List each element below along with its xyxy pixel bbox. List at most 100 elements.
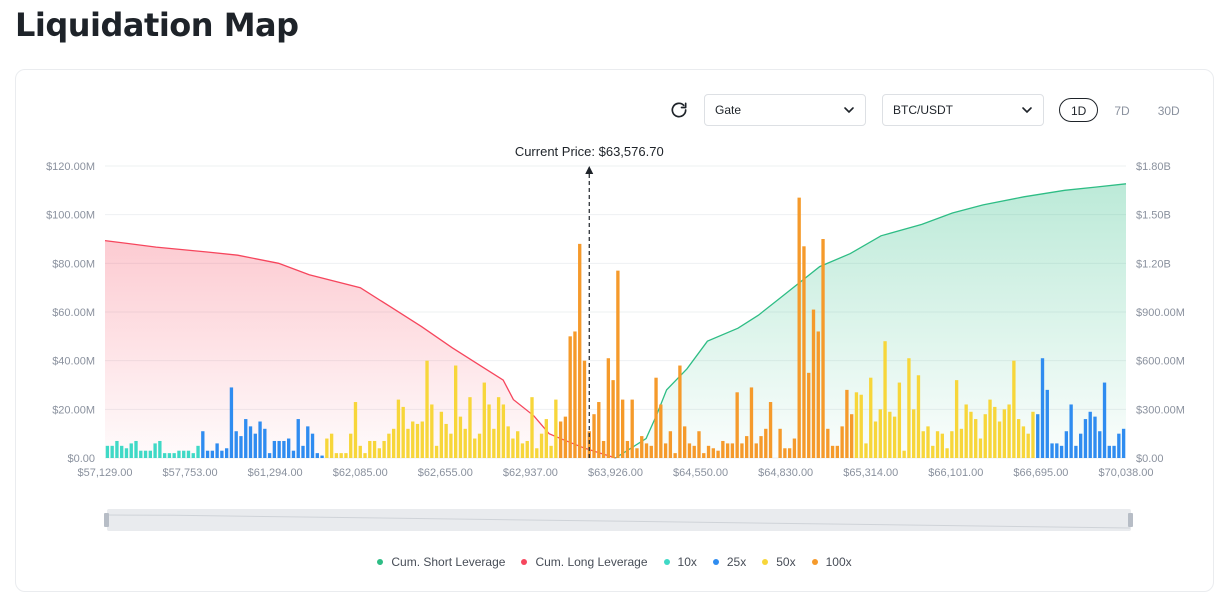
liquidation-bar (420, 421, 424, 458)
liquidation-bar (539, 433, 544, 458)
liquidation-bar (1083, 419, 1088, 458)
liquidation-bar (511, 438, 515, 458)
liquidation-bar (974, 419, 978, 458)
liquidation-bar (344, 453, 348, 458)
liquidation-bar (749, 387, 754, 458)
liquidation-bar (926, 426, 930, 458)
liquidation-bar (668, 431, 673, 458)
liquidation-bar (244, 419, 248, 458)
x-tick-label: $62,085.00 (333, 467, 388, 479)
liquidation-bar (277, 440, 281, 458)
liquidation-bar (706, 445, 711, 458)
liquidation-bar (482, 382, 486, 458)
exchange-select[interactable]: Gate (704, 94, 866, 126)
liquidation-bar (1012, 360, 1016, 458)
liquidation-bar (325, 438, 329, 458)
liquidation-bar (267, 453, 272, 458)
legend-item-25x[interactable]: 25x (712, 555, 746, 569)
liquidation-bar (458, 416, 463, 458)
liquidation-bar (186, 450, 191, 458)
liquidation-bar (258, 421, 262, 458)
liquidation-bar (854, 392, 859, 458)
legend-item-50x[interactable]: 50x (762, 555, 796, 569)
liquidation-bar (1021, 426, 1026, 458)
page-title: Liquidation Map (15, 6, 299, 44)
liquidation-bar (587, 431, 591, 458)
legend-item-10x[interactable]: 10x (663, 555, 697, 569)
legend-dot (811, 559, 818, 565)
liquidation-bar (792, 438, 797, 458)
liquidation-bar (673, 453, 677, 458)
liquidation-bar (253, 433, 257, 458)
liquidation-bar (506, 426, 510, 458)
liquidation-bar (649, 445, 653, 458)
liquidation-bar (535, 448, 539, 458)
y-right-tick-label: $900.00M (1136, 307, 1185, 319)
liquidation-bar (496, 397, 501, 458)
y-right-tick-label: $0.00 (1136, 453, 1164, 465)
liquidation-bar (282, 440, 286, 458)
liquidation-bar (1102, 382, 1107, 458)
liquidation-bar (835, 445, 840, 458)
liquidation-bar (1045, 389, 1049, 458)
liquidation-bar (787, 448, 792, 458)
liquidation-bar (563, 416, 568, 458)
liquidation-bar (873, 421, 878, 458)
liquidation-bar (396, 399, 401, 458)
liquidation-bar (802, 246, 806, 458)
liquidation-bar (391, 428, 396, 458)
liquidation-bar (224, 448, 229, 458)
legend-label: Cum. Long Leverage (535, 555, 648, 569)
legend-dot (762, 559, 769, 565)
liquidation-bar (501, 404, 506, 458)
cum-short-area (615, 183, 1126, 459)
liquidation-bar (167, 453, 172, 458)
liquidation-bar (850, 414, 854, 458)
liquidation-bar (349, 433, 353, 458)
legend-item-cum-long[interactable]: Cum. Long Leverage (521, 555, 648, 569)
x-tick-label: $57,753.00 (163, 467, 218, 479)
liquidation-bar (301, 445, 305, 458)
range-tab-1d[interactable]: 1D (1059, 98, 1099, 122)
liquidation-bar (859, 394, 863, 458)
range-tab-7d[interactable]: 7D (1114, 104, 1130, 118)
liquidation-bar (830, 445, 835, 458)
liquidation-bar (702, 453, 706, 458)
liquidation-bar (950, 431, 954, 458)
liquidation-bar (635, 448, 639, 458)
liquidation-bar (291, 450, 296, 458)
liquidation-bar (558, 421, 563, 458)
liquidation-bar (105, 445, 110, 458)
liquidation-bar (745, 436, 749, 458)
legend-label: Cum. Short Leverage (391, 555, 506, 569)
liquidation-bar (1055, 443, 1059, 458)
liquidation-bar (139, 450, 143, 458)
liquidation-bar (725, 443, 730, 458)
legend-label: 100x (825, 555, 852, 569)
y-left-tick-label: $0.00 (67, 453, 95, 465)
liquidation-bar (597, 402, 601, 458)
liquidation-bar (683, 426, 687, 458)
liquidation-bar (907, 358, 911, 458)
liquidation-bar (434, 445, 439, 458)
refresh-icon[interactable] (669, 100, 689, 120)
x-tick-label: $66,695.00 (1013, 467, 1068, 479)
range-slider-handle-right[interactable] (1128, 513, 1133, 527)
liquidation-bar (477, 433, 482, 458)
liquidation-bar (654, 377, 658, 458)
range-slider-handle-left[interactable] (104, 513, 109, 527)
x-tick-label: $66,101.00 (928, 467, 983, 479)
pair-select[interactable]: BTC/USDT (882, 94, 1044, 126)
liquidation-bar (997, 421, 1002, 458)
legend-item-100x[interactable]: 100x (811, 555, 852, 569)
liquidation-bar (601, 440, 606, 458)
liquidation-bar (754, 443, 758, 458)
liquidation-bar (520, 443, 525, 458)
liquidation-bar (411, 421, 415, 458)
liquidation-chart: $0.00 $20.00M $40.00M $60.00M $80.00M $100.00… (46, 144, 1185, 531)
liquidation-bar (921, 431, 925, 458)
legend-item-cum-short[interactable]: Cum. Short Leverage (377, 555, 505, 569)
liquidation-bar (463, 428, 467, 458)
liquidation-bar (296, 419, 300, 458)
range-tab-30d[interactable]: 30D (1157, 104, 1180, 118)
